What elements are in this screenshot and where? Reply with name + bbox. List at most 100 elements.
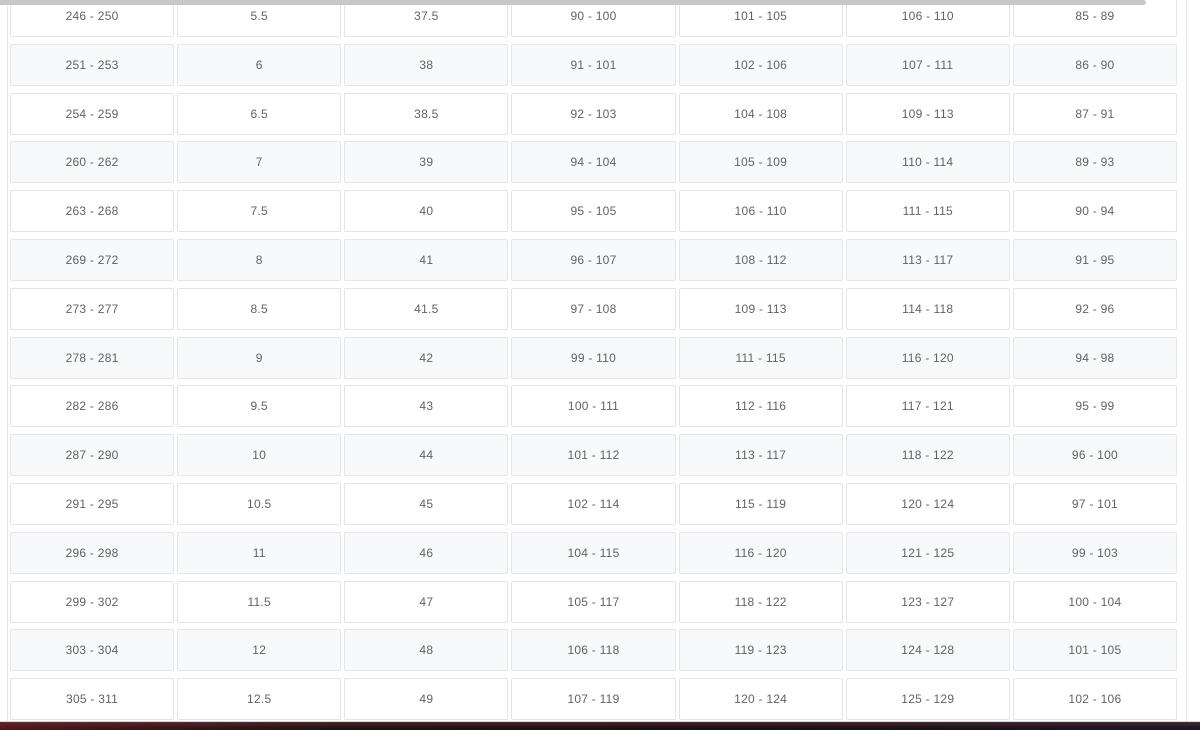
table-cell: 38	[344, 43, 509, 86]
table-cell: 116 - 120	[845, 336, 1010, 379]
table-cell: 114 - 118	[845, 287, 1010, 330]
table-row: 263 - 268 7.5 40 95 - 105 106 - 110 111 - 115…	[10, 190, 1177, 233]
table-cell: 278 - 281	[10, 336, 175, 379]
table-row: 273 - 277 8.5 41.5 97 - 108 109 - 113 114 - 1…	[10, 287, 1177, 330]
table-cell: 86 - 90	[1012, 43, 1177, 86]
table-cell: 111 - 115	[678, 336, 843, 379]
table-cell: 101 - 105	[1012, 629, 1177, 672]
table-cell: 6.5	[177, 92, 342, 135]
table-cell: 12	[177, 629, 342, 672]
table-cell: 305 - 311	[10, 678, 175, 721]
table-cell: 102 - 114	[511, 482, 676, 525]
table-cell: 107 - 111	[845, 43, 1010, 86]
horizontal-scrollbar-thumb[interactable]	[0, 0, 1146, 5]
table-row: 278 - 281 9 42 99 - 110 111 - 115 116 - 120 94…	[10, 336, 1177, 379]
table-cell: 11.5	[177, 580, 342, 623]
table-row: 269 - 272 8 41 96 - 107 108 - 112 113 - 117 91…	[10, 238, 1177, 281]
table-cell: 296 - 298	[10, 531, 175, 574]
table-cell: 92 - 103	[511, 92, 676, 135]
table-row: 282 - 286 9.5 43 100 - 111 112 - 116 117 - 12…	[10, 385, 1177, 428]
table-row: 260 - 262 7 39 94 - 104 105 - 109 110 - 114 89…	[10, 141, 1177, 184]
table-cell: 46	[344, 531, 509, 574]
table-cell: 10.5	[177, 482, 342, 525]
table-cell: 10	[177, 434, 342, 477]
table-row: 246 - 250 5.5 37.5 90 - 100 101 - 105 106 - 1…	[10, 0, 1177, 37]
table-row: 287 - 290 10 44 101 - 112 113 - 117 118 - 122…	[10, 434, 1177, 477]
table-cell: 37.5	[344, 0, 509, 37]
table-row: 251 - 253 6 38 91 - 101 102 - 106 107 - 111 86…	[10, 43, 1177, 86]
table-cell: 96 - 100	[1012, 434, 1177, 477]
table-cell: 5.5	[177, 0, 342, 37]
table-cell: 251 - 253	[10, 43, 175, 86]
table-cell: 85 - 89	[1012, 0, 1177, 37]
table-row: 254 - 259 6.5 38.5 92 - 103 104 - 108 109 - 1…	[10, 92, 1177, 135]
table-cell: 40	[344, 190, 509, 233]
table-cell: 109 - 113	[678, 287, 843, 330]
table-cell: 94 - 104	[511, 141, 676, 184]
table-cell: 8	[177, 238, 342, 281]
table-cell: 125 - 129	[845, 678, 1010, 721]
table-cell: 118 - 122	[845, 434, 1010, 477]
table-cell: 47	[344, 580, 509, 623]
table-cell: 111 - 115	[845, 190, 1010, 233]
table-cell: 291 - 295	[10, 482, 175, 525]
table-cell: 116 - 120	[678, 531, 843, 574]
size-table: 246 - 250 5.5 37.5 90 - 100 101 - 105 106 - 1…	[10, 0, 1177, 727]
table-cell: 102 - 106	[1012, 678, 1177, 721]
table-cell: 269 - 272	[10, 238, 175, 281]
table-cell: 7.5	[177, 190, 342, 233]
table-cell: 90 - 94	[1012, 190, 1177, 233]
table-cell: 105 - 109	[678, 141, 843, 184]
table-cell: 9.5	[177, 385, 342, 428]
table-cell: 105 - 117	[511, 580, 676, 623]
table-cell: 113 - 117	[845, 238, 1010, 281]
table-cell: 119 - 123	[678, 629, 843, 672]
table-cell: 112 - 116	[678, 385, 843, 428]
table-cell: 120 - 124	[845, 482, 1010, 525]
table-cell: 49	[344, 678, 509, 721]
table-cell: 115 - 119	[678, 482, 843, 525]
table-cell: 100 - 104	[1012, 580, 1177, 623]
table-cell: 121 - 125	[845, 531, 1010, 574]
table-cell: 97 - 101	[1012, 482, 1177, 525]
table-cell: 41.5	[344, 287, 509, 330]
table-cell: 87 - 91	[1012, 92, 1177, 135]
table-cell: 107 - 119	[511, 678, 676, 721]
bottom-dark-bar	[0, 721, 1200, 730]
table-cell: 45	[344, 482, 509, 525]
table-cell: 44	[344, 434, 509, 477]
table-cell: 106 - 110	[678, 190, 843, 233]
table-cell: 94 - 98	[1012, 336, 1177, 379]
table-cell: 124 - 128	[845, 629, 1010, 672]
table-cell: 91 - 95	[1012, 238, 1177, 281]
table-cell: 41	[344, 238, 509, 281]
table-cell: 254 - 259	[10, 92, 175, 135]
table-cell: 43	[344, 385, 509, 428]
table-cell: 109 - 113	[845, 92, 1010, 135]
table-cell: 118 - 122	[678, 580, 843, 623]
table-cell: 110 - 114	[845, 141, 1010, 184]
table-cell: 104 - 115	[511, 531, 676, 574]
table-cell: 7	[177, 141, 342, 184]
table-cell: 42	[344, 336, 509, 379]
table-cell: 101 - 105	[678, 0, 843, 37]
table-cell: 117 - 121	[845, 385, 1010, 428]
table-cell: 108 - 112	[678, 238, 843, 281]
table-cell: 287 - 290	[10, 434, 175, 477]
table-row: 296 - 298 11 46 104 - 115 116 - 120 121 - 125…	[10, 531, 1177, 574]
table-cell: 246 - 250	[10, 0, 175, 37]
table-cell: 48	[344, 629, 509, 672]
table-cell: 101 - 112	[511, 434, 676, 477]
table-cell: 303 - 304	[10, 629, 175, 672]
table-cell: 273 - 277	[10, 287, 175, 330]
table-cell: 260 - 262	[10, 141, 175, 184]
table-cell: 8.5	[177, 287, 342, 330]
table-cell: 263 - 268	[10, 190, 175, 233]
table-cell: 123 - 127	[845, 580, 1010, 623]
table-cell: 11	[177, 531, 342, 574]
table-cell: 90 - 100	[511, 0, 676, 37]
table-cell: 92 - 96	[1012, 287, 1177, 330]
table-cell: 120 - 124	[678, 678, 843, 721]
table-row: 303 - 304 12 48 106 - 118 119 - 123 124 - 128…	[10, 629, 1177, 672]
